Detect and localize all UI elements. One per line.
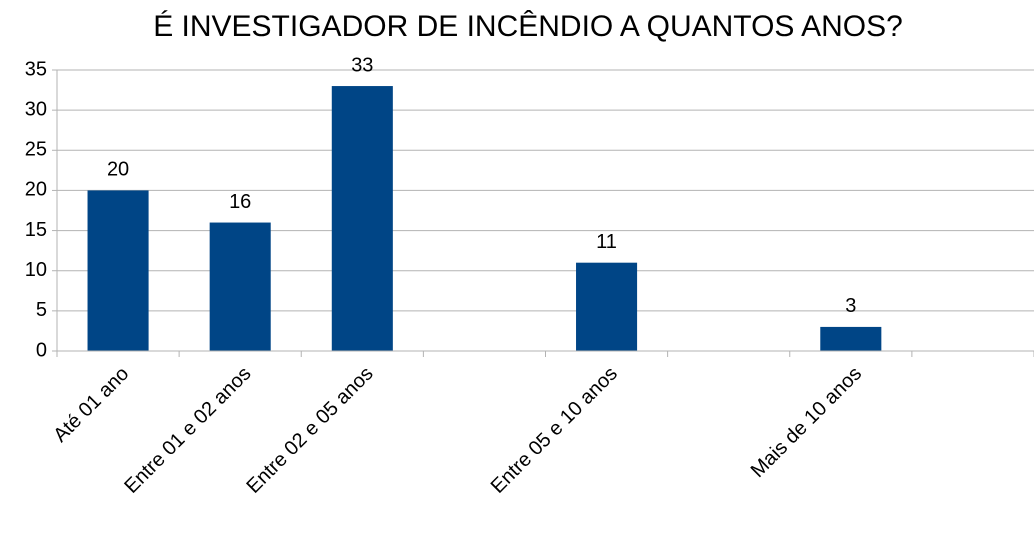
data-label: 20	[107, 159, 129, 181]
x-tick-label: Entre 05 e 10 anos	[487, 363, 622, 498]
data-label: 16	[229, 191, 251, 213]
bar	[820, 326, 882, 351]
bar	[209, 222, 271, 351]
y-tick-label: 0	[36, 339, 47, 361]
y-tick-label: 10	[25, 259, 47, 281]
y-tick-label: 35	[25, 58, 47, 80]
y-tick-label: 5	[36, 299, 47, 321]
x-tick-label: Mais de 10 anos	[747, 363, 866, 482]
bar	[87, 190, 149, 351]
x-tick-label: Até 01 ano	[49, 363, 133, 447]
data-label: 3	[845, 295, 856, 317]
data-label: 11	[596, 231, 617, 253]
x-tick-label: Entre 02 e 05 anos	[243, 363, 378, 498]
y-tick-label: 30	[25, 98, 47, 120]
y-tick-label: 25	[25, 139, 47, 161]
y-tick-label: 20	[25, 179, 47, 201]
x-tick-label: Entre 01 e 02 anos	[120, 363, 255, 498]
bar	[331, 86, 393, 352]
data-label: 33	[351, 54, 373, 76]
y-tick-label: 15	[25, 219, 47, 241]
bar	[576, 262, 638, 351]
chart-title: É INVESTIGADOR DE INCÊNDIO A QUANTOS ANO…	[153, 10, 903, 43]
